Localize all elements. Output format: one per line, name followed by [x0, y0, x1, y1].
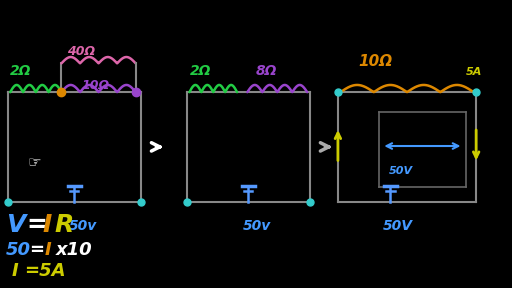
Text: R: R — [55, 213, 74, 237]
Text: 50: 50 — [6, 241, 31, 259]
Text: 50V: 50V — [383, 219, 413, 233]
Text: I: I — [11, 262, 18, 281]
Text: 2Ω: 2Ω — [189, 64, 211, 78]
Text: 10Ω: 10Ω — [358, 54, 393, 69]
Text: 8Ω: 8Ω — [256, 64, 278, 78]
Text: 5A: 5A — [466, 67, 482, 77]
Text: =5A: =5A — [24, 262, 66, 281]
Text: 2Ω: 2Ω — [10, 64, 32, 78]
Text: x10: x10 — [56, 241, 93, 259]
Text: 50v: 50v — [243, 219, 271, 233]
Text: =: = — [27, 213, 48, 237]
Text: I: I — [42, 213, 51, 237]
Text: 40Ω: 40Ω — [67, 45, 95, 58]
Text: V: V — [6, 213, 26, 237]
Text: 10Ω: 10Ω — [82, 79, 110, 92]
Text: =: = — [29, 241, 44, 259]
Text: ☞: ☞ — [28, 155, 42, 170]
Text: 50V: 50V — [389, 166, 413, 176]
Text: I: I — [45, 241, 51, 259]
Text: 50v: 50v — [69, 219, 97, 233]
